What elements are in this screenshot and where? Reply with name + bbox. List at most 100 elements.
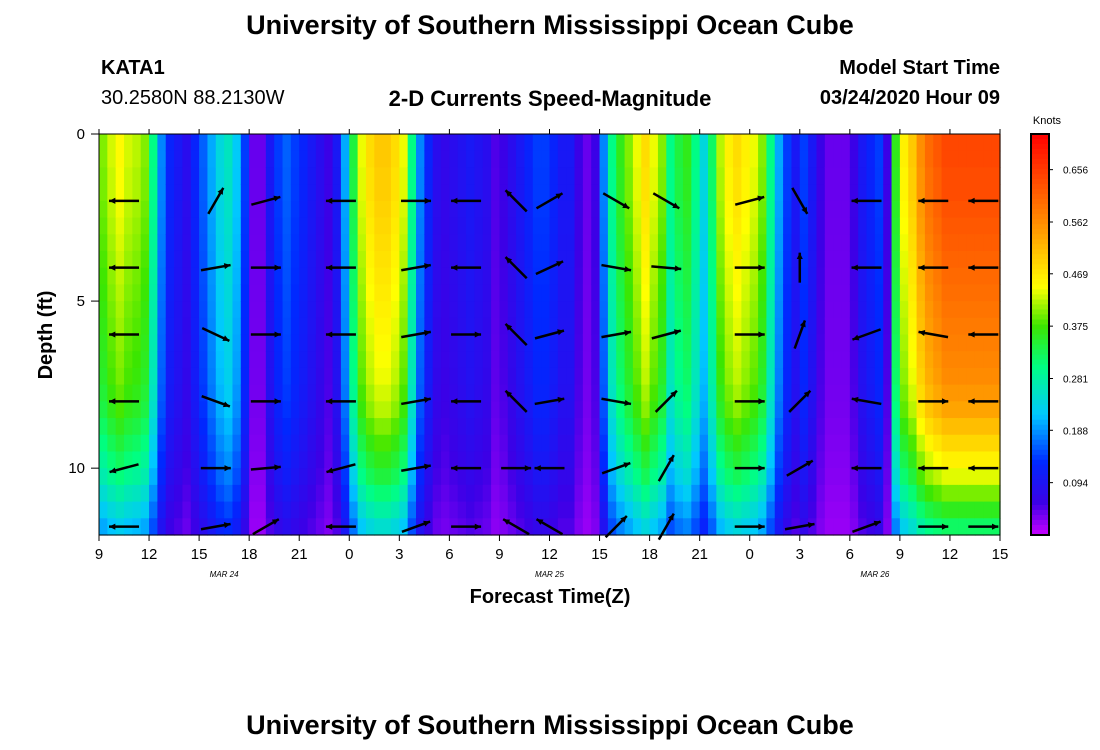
heatmap-cell	[140, 150, 150, 169]
heatmap-cell	[733, 184, 742, 202]
heatmap-cell	[808, 267, 818, 285]
heatmap-cell	[290, 484, 300, 503]
heatmap-cell	[524, 267, 534, 285]
colorbar-segment	[1031, 454, 1049, 461]
heatmap-cell	[290, 250, 300, 269]
heatmap-cell	[591, 434, 601, 453]
heatmap-cell	[557, 267, 567, 285]
heatmap-cell	[924, 484, 934, 503]
heatmap-cell	[749, 134, 759, 152]
heatmap-cell	[649, 367, 659, 386]
heatmap-cell	[691, 367, 701, 386]
heatmap-cell	[215, 418, 225, 436]
heatmap-cell	[207, 150, 217, 169]
heatmap-cell	[599, 301, 609, 319]
heatmap-cell	[140, 167, 150, 185]
heatmap-cell	[758, 250, 768, 269]
heatmap-cell	[199, 317, 209, 336]
heatmap-cell	[599, 418, 609, 436]
heatmap-cell	[199, 484, 209, 503]
heatmap-cell	[616, 217, 626, 235]
heatmap-cell	[716, 167, 726, 185]
heatmap-cell	[733, 351, 742, 369]
heatmap-cell	[607, 367, 617, 386]
heatmap-cell	[666, 518, 676, 536]
heatmap-cell	[799, 234, 809, 252]
heatmap-cell	[874, 234, 884, 252]
heatmap-cell	[891, 284, 901, 302]
heatmap-cell	[691, 301, 701, 319]
heatmap-cell	[199, 284, 209, 302]
heatmap-cell	[724, 468, 734, 486]
heatmap-cell	[407, 418, 417, 436]
heatmap-cell	[382, 501, 392, 519]
heatmap-cell	[991, 401, 1001, 419]
heatmap-cell	[699, 384, 709, 402]
heatmap-cell	[365, 134, 375, 152]
heatmap-cell	[916, 367, 926, 386]
heatmap-cell	[99, 200, 108, 219]
heatmap-cell	[549, 217, 559, 235]
heatmap-cell	[474, 367, 484, 386]
x-tick-label: 12	[942, 546, 959, 563]
velocity-vector-head	[326, 467, 334, 474]
heatmap-cell	[899, 468, 909, 486]
heatmap-cell	[240, 334, 250, 352]
heatmap-cell	[582, 334, 592, 352]
heatmap-cell	[424, 267, 434, 285]
x-tick-label: 15	[591, 546, 608, 563]
heatmap-cell	[140, 501, 150, 519]
heatmap-cell	[983, 468, 993, 486]
heatmap-cell	[107, 401, 117, 419]
heatmap-cell	[524, 367, 534, 386]
heatmap-cell	[482, 501, 492, 519]
heatmap-cell	[958, 384, 968, 402]
heatmap-cell	[207, 234, 217, 252]
heatmap-cell	[774, 484, 784, 503]
heatmap-cell	[115, 367, 125, 386]
heatmap-cell	[641, 167, 651, 185]
heatmap-cell	[466, 200, 476, 219]
heatmap-cell	[741, 418, 751, 436]
heatmap-cell	[340, 301, 350, 319]
heatmap-cell	[799, 451, 809, 469]
heatmap-cell	[908, 384, 918, 402]
heatmap-cell	[983, 184, 993, 202]
colorbar-segment	[1031, 364, 1049, 371]
heatmap-cell	[582, 200, 592, 219]
heatmap-cell	[299, 284, 309, 302]
heatmap-cell	[449, 234, 459, 252]
heatmap-cell	[949, 484, 959, 503]
heatmap-cell	[124, 250, 133, 269]
heatmap-cell	[124, 451, 133, 469]
velocity-vectors	[109, 187, 999, 541]
heatmap-cell	[557, 518, 567, 536]
heatmap-cell	[591, 367, 601, 386]
heatmap-cell	[332, 184, 342, 202]
heatmap-cell	[616, 484, 626, 503]
heatmap-cell	[874, 167, 884, 185]
heatmap-cell	[157, 484, 167, 503]
heatmap-cell	[566, 200, 576, 219]
heatmap-cell	[507, 184, 517, 202]
heatmap-cell	[441, 284, 450, 302]
heatmap-cell	[124, 134, 133, 152]
heatmap-cell	[582, 484, 592, 503]
heatmap-cell	[449, 401, 459, 419]
heatmap-cell	[349, 351, 359, 369]
heatmap-cell	[232, 150, 242, 169]
heatmap-cell	[833, 384, 843, 402]
heatmap-cell	[599, 317, 609, 336]
heatmap-cell	[182, 150, 192, 169]
heatmap-cell	[649, 501, 659, 519]
heatmap-cell	[607, 351, 617, 369]
heatmap-cell	[416, 267, 425, 285]
heatmap-cell	[758, 184, 768, 202]
velocity-vector-head	[803, 390, 811, 398]
heatmap-cell	[482, 200, 492, 219]
heatmap-cell	[257, 317, 267, 336]
heatmap-cell	[799, 434, 809, 453]
heatmap-cell	[632, 250, 642, 269]
heatmap-cell	[824, 301, 834, 319]
heatmap-cell	[974, 250, 984, 269]
